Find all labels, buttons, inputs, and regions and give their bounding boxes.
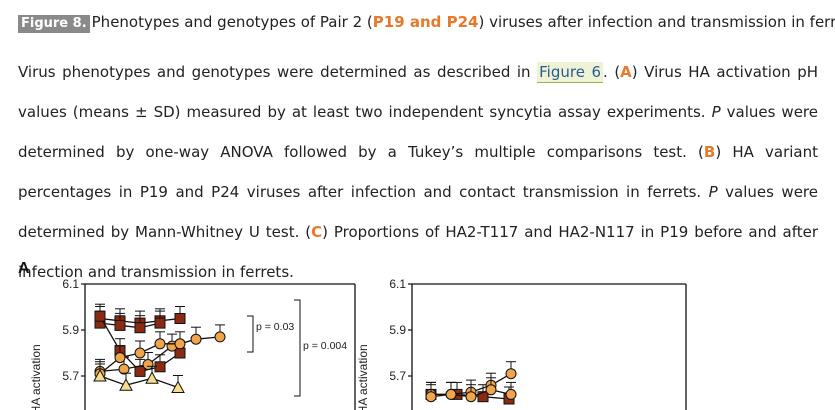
data-point-circle — [214, 331, 226, 343]
data-point-circle — [134, 347, 146, 359]
data-point-circle — [485, 384, 497, 396]
data-point-circle — [142, 359, 154, 370]
data-point-square — [94, 310, 106, 322]
data-point-circle — [425, 391, 437, 403]
figure-6-link[interactable]: Figure 6 — [537, 62, 604, 83]
data-point-square — [174, 347, 186, 359]
panel-ref-c: C — [311, 223, 323, 241]
data-point-square — [154, 317, 166, 329]
data-point-circle — [154, 338, 166, 350]
data-point-square — [134, 322, 146, 334]
y-tick-label: 5.9 — [389, 323, 406, 337]
data-point-triangle — [119, 378, 133, 391]
data-point-square — [477, 391, 489, 403]
p-italic: P — [708, 183, 718, 201]
y-tick-label: 5.7 — [62, 369, 79, 383]
caption-text: Virus phenotypes and genotypes were dete… — [18, 63, 531, 81]
y-tick-label: 6.1 — [62, 277, 79, 291]
data-point-square — [174, 313, 186, 324]
caption-text: values were determined by Mann-Whitney U… — [18, 183, 818, 241]
caption-text: values were determined by one-way ANOVA … — [18, 103, 818, 161]
data-point-triangle — [171, 380, 185, 393]
y-tick-label: 5.7 — [389, 369, 406, 383]
p-italic: P — [711, 103, 721, 121]
caption-text: ) Virus HA activation pH values (means ±… — [18, 63, 818, 121]
panel-ref-a: A — [620, 63, 632, 81]
figure-caption-body: Virus phenotypes and genotypes were dete… — [18, 52, 818, 292]
figure-caption-title: Figure 8. Phenotypes and genotypes of Pai… — [18, 11, 835, 33]
caption-text: ) HA variant percentages in P19 and P24 … — [18, 143, 818, 201]
panel-ref-b: B — [703, 143, 716, 161]
figure-label: Figure 8. — [18, 15, 90, 33]
title-text-before: Phenotypes and genotypes of Pair 2 ( — [91, 13, 373, 31]
series-line — [99, 322, 161, 329]
data-point-square — [114, 319, 126, 331]
title-virus-pair: P19 and P24 — [372, 13, 479, 31]
p-value-annotation: p = 0.03 — [256, 321, 294, 333]
data-point-circle — [445, 388, 457, 400]
data-point-circle — [190, 333, 202, 345]
significance-bracket — [247, 315, 254, 353]
data-point-circle — [174, 338, 186, 350]
series-line — [99, 375, 179, 389]
caption-text: ) Proportions of HA2-T117 and HA2-N117 i… — [18, 223, 818, 281]
data-point-square — [134, 365, 146, 377]
y-axis-label: of HA activation — [356, 344, 370, 410]
significance-bracket — [294, 299, 301, 397]
data-point-triangle — [93, 368, 107, 382]
caption-text: . ( — [603, 63, 621, 81]
data-point-circle — [118, 363, 130, 375]
panel-letter-a: A — [18, 260, 30, 277]
data-point-circle — [114, 352, 126, 364]
y-tick-label: 6.1 — [389, 277, 406, 291]
y-axis-label: of HA activation — [29, 344, 43, 410]
data-point-circle — [465, 391, 477, 403]
data-point-triangle — [145, 371, 159, 384]
title-text-after: ) viruses after infection and transmissi… — [478, 13, 835, 31]
data-point-circle — [505, 388, 517, 400]
data-point-circle — [505, 368, 517, 380]
y-tick-label: 5.9 — [62, 323, 79, 337]
p-value-annotation: p = 0.004 — [303, 340, 347, 352]
